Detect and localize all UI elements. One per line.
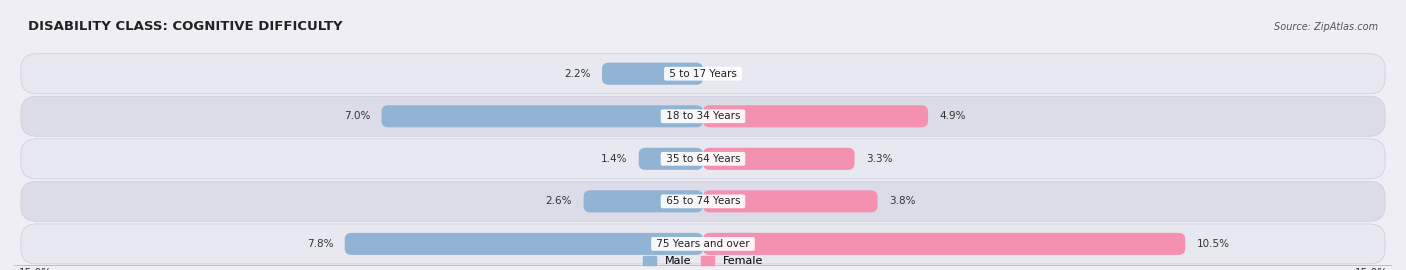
FancyBboxPatch shape <box>344 233 703 255</box>
FancyBboxPatch shape <box>703 233 1185 255</box>
Text: 35 to 64 Years: 35 to 64 Years <box>662 154 744 164</box>
Text: 7.8%: 7.8% <box>307 239 333 249</box>
FancyBboxPatch shape <box>21 54 1385 94</box>
Text: 4.9%: 4.9% <box>939 111 966 121</box>
Text: 15.0%: 15.0% <box>18 268 52 270</box>
FancyBboxPatch shape <box>703 148 855 170</box>
Text: 65 to 74 Years: 65 to 74 Years <box>662 196 744 206</box>
FancyBboxPatch shape <box>703 190 877 212</box>
FancyBboxPatch shape <box>602 63 703 85</box>
Text: 1.4%: 1.4% <box>600 154 627 164</box>
Text: 75 Years and over: 75 Years and over <box>652 239 754 249</box>
FancyBboxPatch shape <box>21 96 1385 136</box>
FancyBboxPatch shape <box>21 224 1385 264</box>
Text: Source: ZipAtlas.com: Source: ZipAtlas.com <box>1274 22 1378 32</box>
Text: 15.0%: 15.0% <box>1354 268 1388 270</box>
Text: DISABILITY CLASS: COGNITIVE DIFFICULTY: DISABILITY CLASS: COGNITIVE DIFFICULTY <box>28 20 343 33</box>
Text: 2.2%: 2.2% <box>564 69 591 79</box>
Text: 10.5%: 10.5% <box>1197 239 1230 249</box>
Legend: Male, Female: Male, Female <box>638 251 768 270</box>
Text: 0.0%: 0.0% <box>714 69 741 79</box>
FancyBboxPatch shape <box>381 105 703 127</box>
Text: 3.3%: 3.3% <box>866 154 893 164</box>
FancyBboxPatch shape <box>21 181 1385 221</box>
Text: 2.6%: 2.6% <box>546 196 572 206</box>
FancyBboxPatch shape <box>638 148 703 170</box>
FancyBboxPatch shape <box>583 190 703 212</box>
Text: 18 to 34 Years: 18 to 34 Years <box>662 111 744 121</box>
FancyBboxPatch shape <box>703 105 928 127</box>
Text: 3.8%: 3.8% <box>889 196 915 206</box>
Text: 5 to 17 Years: 5 to 17 Years <box>666 69 740 79</box>
Text: 7.0%: 7.0% <box>343 111 370 121</box>
FancyBboxPatch shape <box>21 139 1385 179</box>
